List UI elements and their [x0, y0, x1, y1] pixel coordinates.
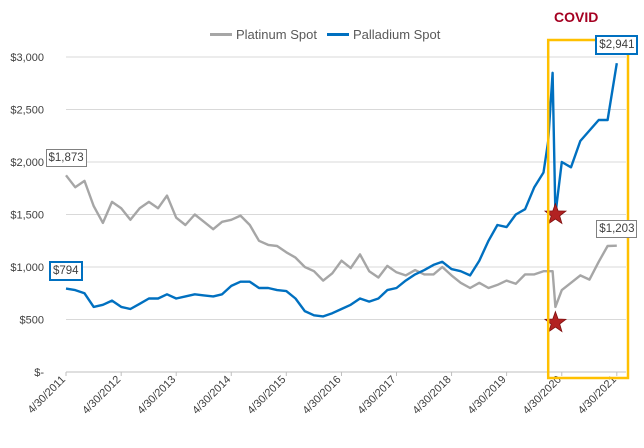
y-tick-label: $1,500 [10, 210, 44, 222]
covid-highlight-box [546, 38, 630, 380]
x-tick-label: 4/30/2021 [576, 374, 619, 417]
platinum-line [65, 174, 617, 309]
y-tick-label: $500 [20, 315, 44, 327]
callout-palladium-end: $2,941 [595, 35, 639, 56]
legend-item-palladium: Palladium Spot [326, 26, 441, 42]
legend-label-palladium: Palladium Spot [352, 26, 441, 42]
callout-platinum-end: $1,203 [596, 219, 638, 238]
legend-swatch-palladium [326, 32, 349, 36]
palladium-line [65, 63, 618, 318]
legend-item-platinum: Platinum Spot [210, 27, 317, 42]
callout-palladium-start: $794 [49, 260, 83, 281]
legend-swatch-platinum [210, 32, 232, 36]
y-axis-tick-labels: $- $500 $1,000 $1,500 $2,000 $2,500 $3,000 [10, 52, 44, 379]
legend-label-platinum: Platinum Spot [236, 26, 317, 42]
y-tick-label: $2,000 [10, 157, 44, 169]
x-tick-label: 4/30/2016 [301, 374, 344, 417]
x-tick-label: 4/30/2015 [245, 374, 288, 417]
x-axis-tick-labels: 4/30/2011 4/30/2012 4/30/2013 4/30/2014 4/30… [26, 374, 619, 417]
x-tick-label: 4/30/2019 [466, 374, 509, 417]
y-tick-label: $1,000 [10, 262, 44, 274]
y-tick-label: $3,000 [10, 52, 44, 64]
gridlines [65, 56, 626, 376]
x-tick-label: 4/30/2011 [26, 374, 69, 417]
y-tick-label: $2,500 [10, 105, 44, 117]
x-tick-label: 4/30/2013 [135, 374, 178, 417]
legend: Platinum Spot Palladium Spot [210, 24, 450, 44]
x-tick-label: 4/30/2018 [411, 374, 454, 417]
x-tick-label: 4/30/2017 [356, 374, 399, 417]
series-lines [65, 63, 618, 318]
x-tick-label: 4/30/2020 [521, 374, 564, 417]
x-tick-label: 4/30/2012 [80, 374, 123, 417]
x-tick-label: 4/30/2014 [190, 374, 233, 417]
covid-label: COVID [554, 9, 599, 25]
y-tick-label: $- [34, 367, 44, 379]
callout-platinum-start: $1,873 [45, 149, 87, 168]
